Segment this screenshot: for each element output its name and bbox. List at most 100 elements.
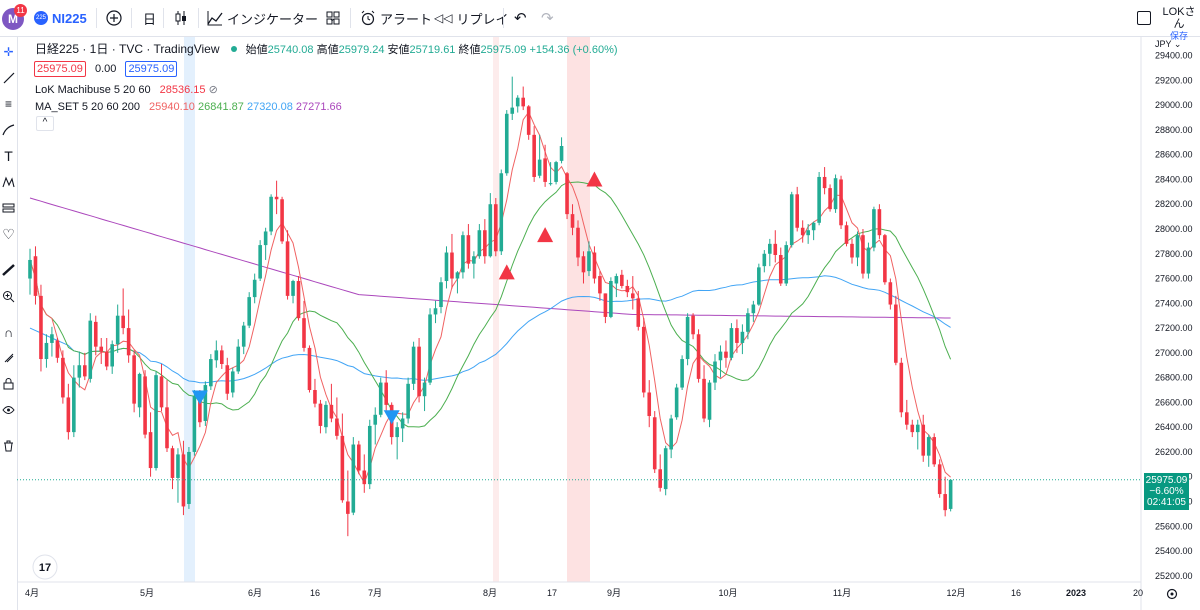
candle-body: [877, 209, 882, 236]
trash-icon[interactable]: [0, 436, 17, 456]
zoom-in-icon[interactable]: [0, 286, 17, 306]
layout-button[interactable]: [326, 0, 340, 36]
time-tick-label: 12月: [946, 588, 965, 598]
divider: [163, 8, 164, 28]
lock-drawings-icon[interactable]: [0, 348, 17, 368]
candle-body: [230, 371, 235, 393]
candle-body: [789, 194, 794, 246]
pattern-icon[interactable]: [0, 172, 17, 192]
indicator-legend-1[interactable]: LoK Machibuse 5 20 60 28536.15 ⊘: [35, 83, 218, 96]
candle-body: [839, 179, 843, 226]
time-tick-label: 17: [547, 588, 557, 598]
avatar-letter: M: [8, 12, 18, 26]
chart-type-button[interactable]: [173, 0, 189, 36]
candle-body: [510, 107, 515, 114]
undo-button[interactable]: ↶: [514, 0, 527, 36]
sell-button[interactable]: 25975.09: [34, 61, 86, 77]
chevron-down-icon: ⌄: [328, 12, 337, 24]
candle-body: [44, 342, 49, 360]
notification-badge: 11: [14, 4, 27, 17]
fullscreen-checkbox[interactable]: [1137, 0, 1151, 36]
price-tick-label: 25200.00: [1155, 571, 1193, 581]
candle-body: [504, 113, 509, 174]
candle-body: [400, 418, 405, 429]
candle-body: [104, 351, 109, 367]
candle-body: [121, 315, 125, 329]
hidden-eye-icon[interactable]: ⊘: [208, 84, 218, 96]
candle-body: [576, 227, 580, 258]
trend-line-icon[interactable]: [0, 68, 17, 88]
magnet-icon[interactable]: ∩: [3, 324, 14, 340]
price-tick-label: 29000.00: [1155, 100, 1193, 110]
candle-body: [291, 281, 295, 296]
close-label: 終値: [458, 44, 481, 56]
indicators-button[interactable]: インジケーター ⌄: [207, 0, 336, 36]
candle-body: [269, 196, 273, 232]
candle-body: [99, 346, 104, 352]
candle-body: [93, 321, 98, 347]
undo-icon: ↶: [514, 10, 527, 27]
candle-body: [477, 230, 482, 257]
candle-body: [214, 350, 219, 361]
ruler-icon[interactable]: [0, 260, 17, 280]
candle-body: [313, 390, 317, 404]
candle-body: [641, 326, 646, 393]
symbol-search[interactable]: 225 NI225: [34, 0, 87, 36]
text-tool-icon[interactable]: T: [4, 148, 13, 164]
candle-body: [154, 375, 158, 469]
indicator-legend-2[interactable]: MA_SET 5 20 60 200 25940.10 26841.87 273…: [35, 101, 342, 113]
tradingview-logo-icon: 17: [32, 554, 58, 580]
low-value: 25719.61: [409, 44, 456, 56]
redo-button[interactable]: ↷: [541, 0, 554, 36]
indicator-2-name: MA_SET 5 20 60 200: [35, 101, 140, 113]
replay-label: リプレイ: [456, 11, 509, 27]
candle-body: [910, 424, 915, 433]
candle-body: [367, 425, 372, 485]
signal-band: [567, 37, 590, 582]
collapse-legend-button[interactable]: ^: [36, 116, 54, 131]
candle-body: [795, 194, 799, 228]
candle-body: [702, 378, 706, 419]
horizontal-lines-icon[interactable]: ≡: [4, 97, 12, 111]
candle-body: [324, 404, 328, 428]
candle-body: [296, 281, 301, 319]
candle-body: [685, 316, 690, 360]
alert-button[interactable]: アラート: [360, 0, 432, 36]
candle-body: [905, 412, 909, 425]
divider: [503, 8, 504, 28]
candle-body: [220, 350, 224, 364]
last-price-change: −6.60%: [1149, 485, 1184, 497]
compare-button[interactable]: [106, 0, 122, 36]
time-tick-label: 9月: [607, 588, 621, 598]
currency-label[interactable]: JPY ⌄: [1155, 39, 1181, 49]
symbol-name: NI225: [52, 10, 87, 26]
brush-icon[interactable]: [0, 120, 17, 140]
time-tick-label: 16: [310, 588, 320, 598]
settings-gear-icon[interactable]: [1166, 588, 1178, 600]
candle-body: [258, 245, 262, 279]
eye-icon[interactable]: [0, 400, 17, 420]
candle-body: [861, 235, 865, 274]
save-area[interactable]: LOKさん 保存: [1158, 6, 1200, 42]
candle-body: [50, 334, 54, 343]
low-label: 安値: [387, 44, 410, 56]
time-tick-label: 6月: [248, 588, 262, 598]
replay-button[interactable]: ◁◁ リプレイ: [434, 0, 508, 36]
candle-body: [740, 331, 745, 343]
candle-body: [280, 199, 284, 242]
save-label: 保存: [1169, 31, 1188, 41]
candle-body: [115, 315, 120, 345]
buy-button[interactable]: 25975.09: [125, 61, 178, 77]
candle-body: [285, 241, 290, 296]
candle-body: [209, 359, 213, 387]
crosshair-icon[interactable]: ✛: [3, 45, 14, 59]
prediction-icon[interactable]: [0, 198, 17, 218]
candle-body: [88, 320, 93, 379]
heart-icon[interactable]: ♡: [2, 225, 15, 242]
candle-body: [439, 282, 443, 308]
lock-icon[interactable]: [0, 374, 17, 394]
interval-button[interactable]: 日: [143, 0, 156, 36]
time-axis[interactable]: 4月 5月 6月 16 7月 8月 17 9月 10月 11月 12月 16 2023 20: [25, 588, 1143, 598]
legend-main: 日経225 · 1日 · TVC · TradingView 始値25740.0…: [35, 40, 618, 57]
price-chart[interactable]: 25200.0025400.0025600.0025800.0026000.00…: [0, 37, 1200, 610]
